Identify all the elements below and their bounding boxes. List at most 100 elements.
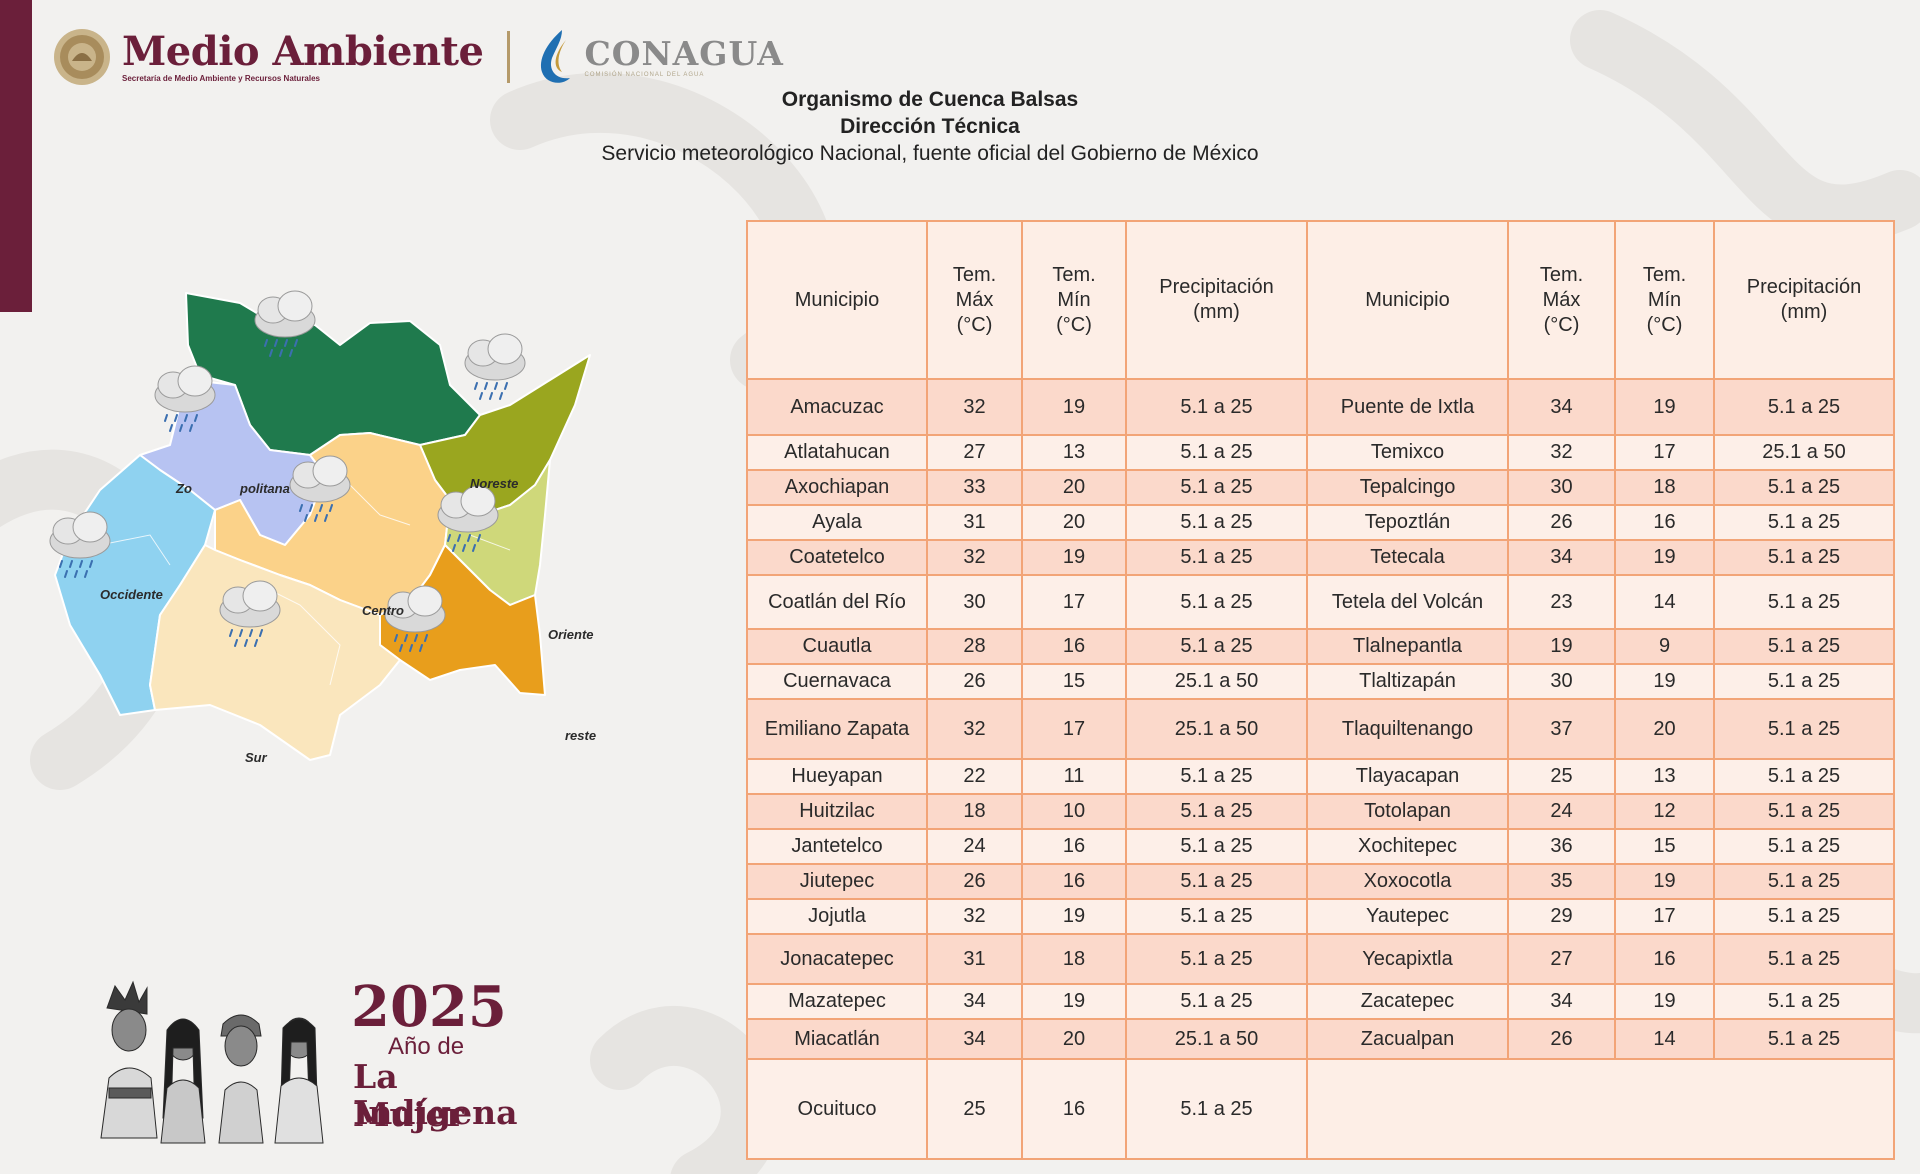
value-cell: 20: [1614, 698, 1715, 760]
value-cell: 16: [1614, 933, 1715, 985]
table-row: Cuernavaca 26 15 25.1 a 50 Tlaltizapán 30 19 5.…: [746, 663, 1895, 700]
value-cell: 5.1 a 25: [1713, 504, 1895, 541]
report-header: Organismo de Cuenca Balsas Dirección Téc…: [460, 86, 1400, 167]
value-cell: 5.1 a 25: [1125, 539, 1308, 576]
value-cell: 5.1 a 25: [1713, 933, 1895, 985]
municipio-cell: Coatlán del Río: [746, 574, 928, 630]
value-cell: 30: [1507, 469, 1616, 506]
value-cell: 26: [1507, 504, 1616, 541]
value-cell: 19: [1507, 628, 1616, 665]
region-label: Zo: [175, 481, 192, 496]
badge-line-indigena: Indígena: [353, 1093, 518, 1132]
municipio-cell: Tetela del Volcán: [1306, 574, 1509, 630]
value-cell: 36: [1507, 828, 1616, 865]
column-header: Municipio: [746, 220, 928, 380]
municipio-cell: Tepalcingo: [1306, 469, 1509, 506]
value-cell: 15: [1021, 663, 1127, 700]
value-cell: 22: [926, 758, 1023, 795]
forecast-table: Municipio Tem. Máx (°C) Tem. Mín (°C) Precipita…: [746, 220, 1895, 1160]
value-cell: 5.1 a 25: [1713, 574, 1895, 630]
column-header-line: Tem.: [952, 263, 997, 286]
column-header-line: Precipitación: [1159, 276, 1274, 298]
region-label: Sur: [245, 750, 268, 765]
municipio-cell: Emiliano Zapata: [746, 698, 928, 760]
value-cell: 5.1 a 25: [1713, 758, 1895, 795]
column-header-line: (mm): [1780, 301, 1828, 323]
value-cell: 19: [1614, 863, 1715, 900]
column-header-line: (°C): [1056, 313, 1092, 336]
column-header-line: (°C): [956, 313, 993, 336]
value-cell: 29: [1507, 898, 1616, 935]
value-cell: 5.1 a 25: [1125, 469, 1308, 506]
value-cell: 5.1 a 25: [1713, 663, 1895, 700]
header-logos: Medio Ambiente Secretaría de Medio Ambie…: [52, 22, 784, 92]
column-header-line: Municipio: [794, 288, 880, 311]
value-cell: 17: [1021, 574, 1127, 630]
region-label: Noreste: [470, 476, 518, 491]
municipio-cell: Coatetelco: [746, 539, 928, 576]
column-header-line: Tem.: [1642, 263, 1687, 286]
municipio-cell: Jonacatepec: [746, 933, 928, 985]
region-sur: [149, 544, 401, 761]
value-cell: 34: [1507, 983, 1616, 1020]
value-cell: 5.1 a 25: [1713, 698, 1895, 760]
value-cell: 18: [1021, 933, 1127, 985]
value-cell: 5.1 a 25: [1125, 1058, 1308, 1160]
value-cell: 17: [1021, 698, 1127, 760]
value-cell: 20: [1021, 504, 1127, 541]
municipio-cell: Atlatahucan: [746, 434, 928, 471]
column-header-line: Municipio: [1365, 288, 1450, 311]
badge-year: 2025: [351, 974, 507, 1040]
value-cell: 5.1 a 25: [1125, 378, 1308, 436]
value-cell: 10: [1021, 793, 1127, 830]
column-header-line: Mín: [1057, 288, 1091, 311]
municipio-cell: Tlayacapan: [1306, 758, 1509, 795]
value-cell: 26: [926, 863, 1023, 900]
table-row: Emiliano Zapata 32 17 25.1 a 50 Tlaquiltenan…: [746, 698, 1895, 760]
column-header-line: Máx: [1542, 288, 1581, 311]
value-cell: 34: [926, 983, 1023, 1020]
table-row: Amacuzac 32 19 5.1 a 25 Puente de Ixtla 34 19 5…: [746, 378, 1895, 436]
badge-line-mujer: La Mujer: [353, 1057, 464, 1134]
column-header: Municipio: [1306, 220, 1509, 380]
value-cell: 30: [926, 574, 1023, 630]
indigenous-women-illustration: [100, 980, 324, 1144]
value-cell: 33: [926, 469, 1023, 506]
value-cell: 5.1 a 25: [1713, 378, 1895, 436]
value-cell: 19: [1021, 898, 1127, 935]
value-cell: 16: [1021, 1058, 1127, 1160]
value-cell: 16: [1021, 628, 1127, 665]
value-cell: 35: [1507, 863, 1616, 900]
value-cell: 32: [926, 898, 1023, 935]
region-label: reste: [565, 728, 596, 743]
municipio-cell: Ocuituco: [746, 1058, 928, 1160]
table-row: Ayala 31 20 5.1 a 25 Tepoztlán 26 16 5.1 a 25: [746, 504, 1895, 541]
side-accent-bar: [0, 0, 32, 312]
table-row: Jojutla 32 19 5.1 a 25 Yautepec 29 17 5.1 a 25: [746, 898, 1895, 935]
value-cell: 31: [926, 504, 1023, 541]
logo-divider: [507, 31, 511, 83]
column-header: Tem. Mín (°C): [1614, 220, 1715, 380]
value-cell: 19: [1614, 663, 1715, 700]
header-direction: Dirección Técnica: [840, 115, 1020, 138]
value-cell: 12: [1614, 793, 1715, 830]
column-header-line: Tem.: [1539, 263, 1584, 286]
value-cell: 25.1 a 50: [1125, 698, 1308, 760]
municipio-cell: Totolapan: [1306, 793, 1509, 830]
value-cell: 27: [926, 434, 1023, 471]
header-organism: Organismo de Cuenca Balsas: [781, 88, 1079, 111]
municipio-cell: Huitzilac: [746, 793, 928, 830]
region-label: Occidente: [100, 587, 163, 602]
municipio-cell: Cuernavaca: [746, 663, 928, 700]
table-row: Ocuituco 25 16 5.1 a 25: [746, 1058, 1895, 1160]
municipio-cell: Yecapixtla: [1306, 933, 1509, 985]
value-cell: 13: [1614, 758, 1715, 795]
conagua-subtitle: COMISIÓN NACIONAL DEL AGUA: [584, 72, 705, 78]
value-cell: 5.1 a 25: [1125, 793, 1308, 830]
regional-map: Zo politana Noreste Occidente Centro Ori…: [49, 290, 596, 765]
value-cell: 19: [1614, 378, 1715, 436]
value-cell: 34: [1507, 539, 1616, 576]
column-header-line: Máx: [955, 288, 994, 311]
column-header: Tem. Máx (°C): [926, 220, 1023, 380]
value-cell: 23: [1507, 574, 1616, 630]
